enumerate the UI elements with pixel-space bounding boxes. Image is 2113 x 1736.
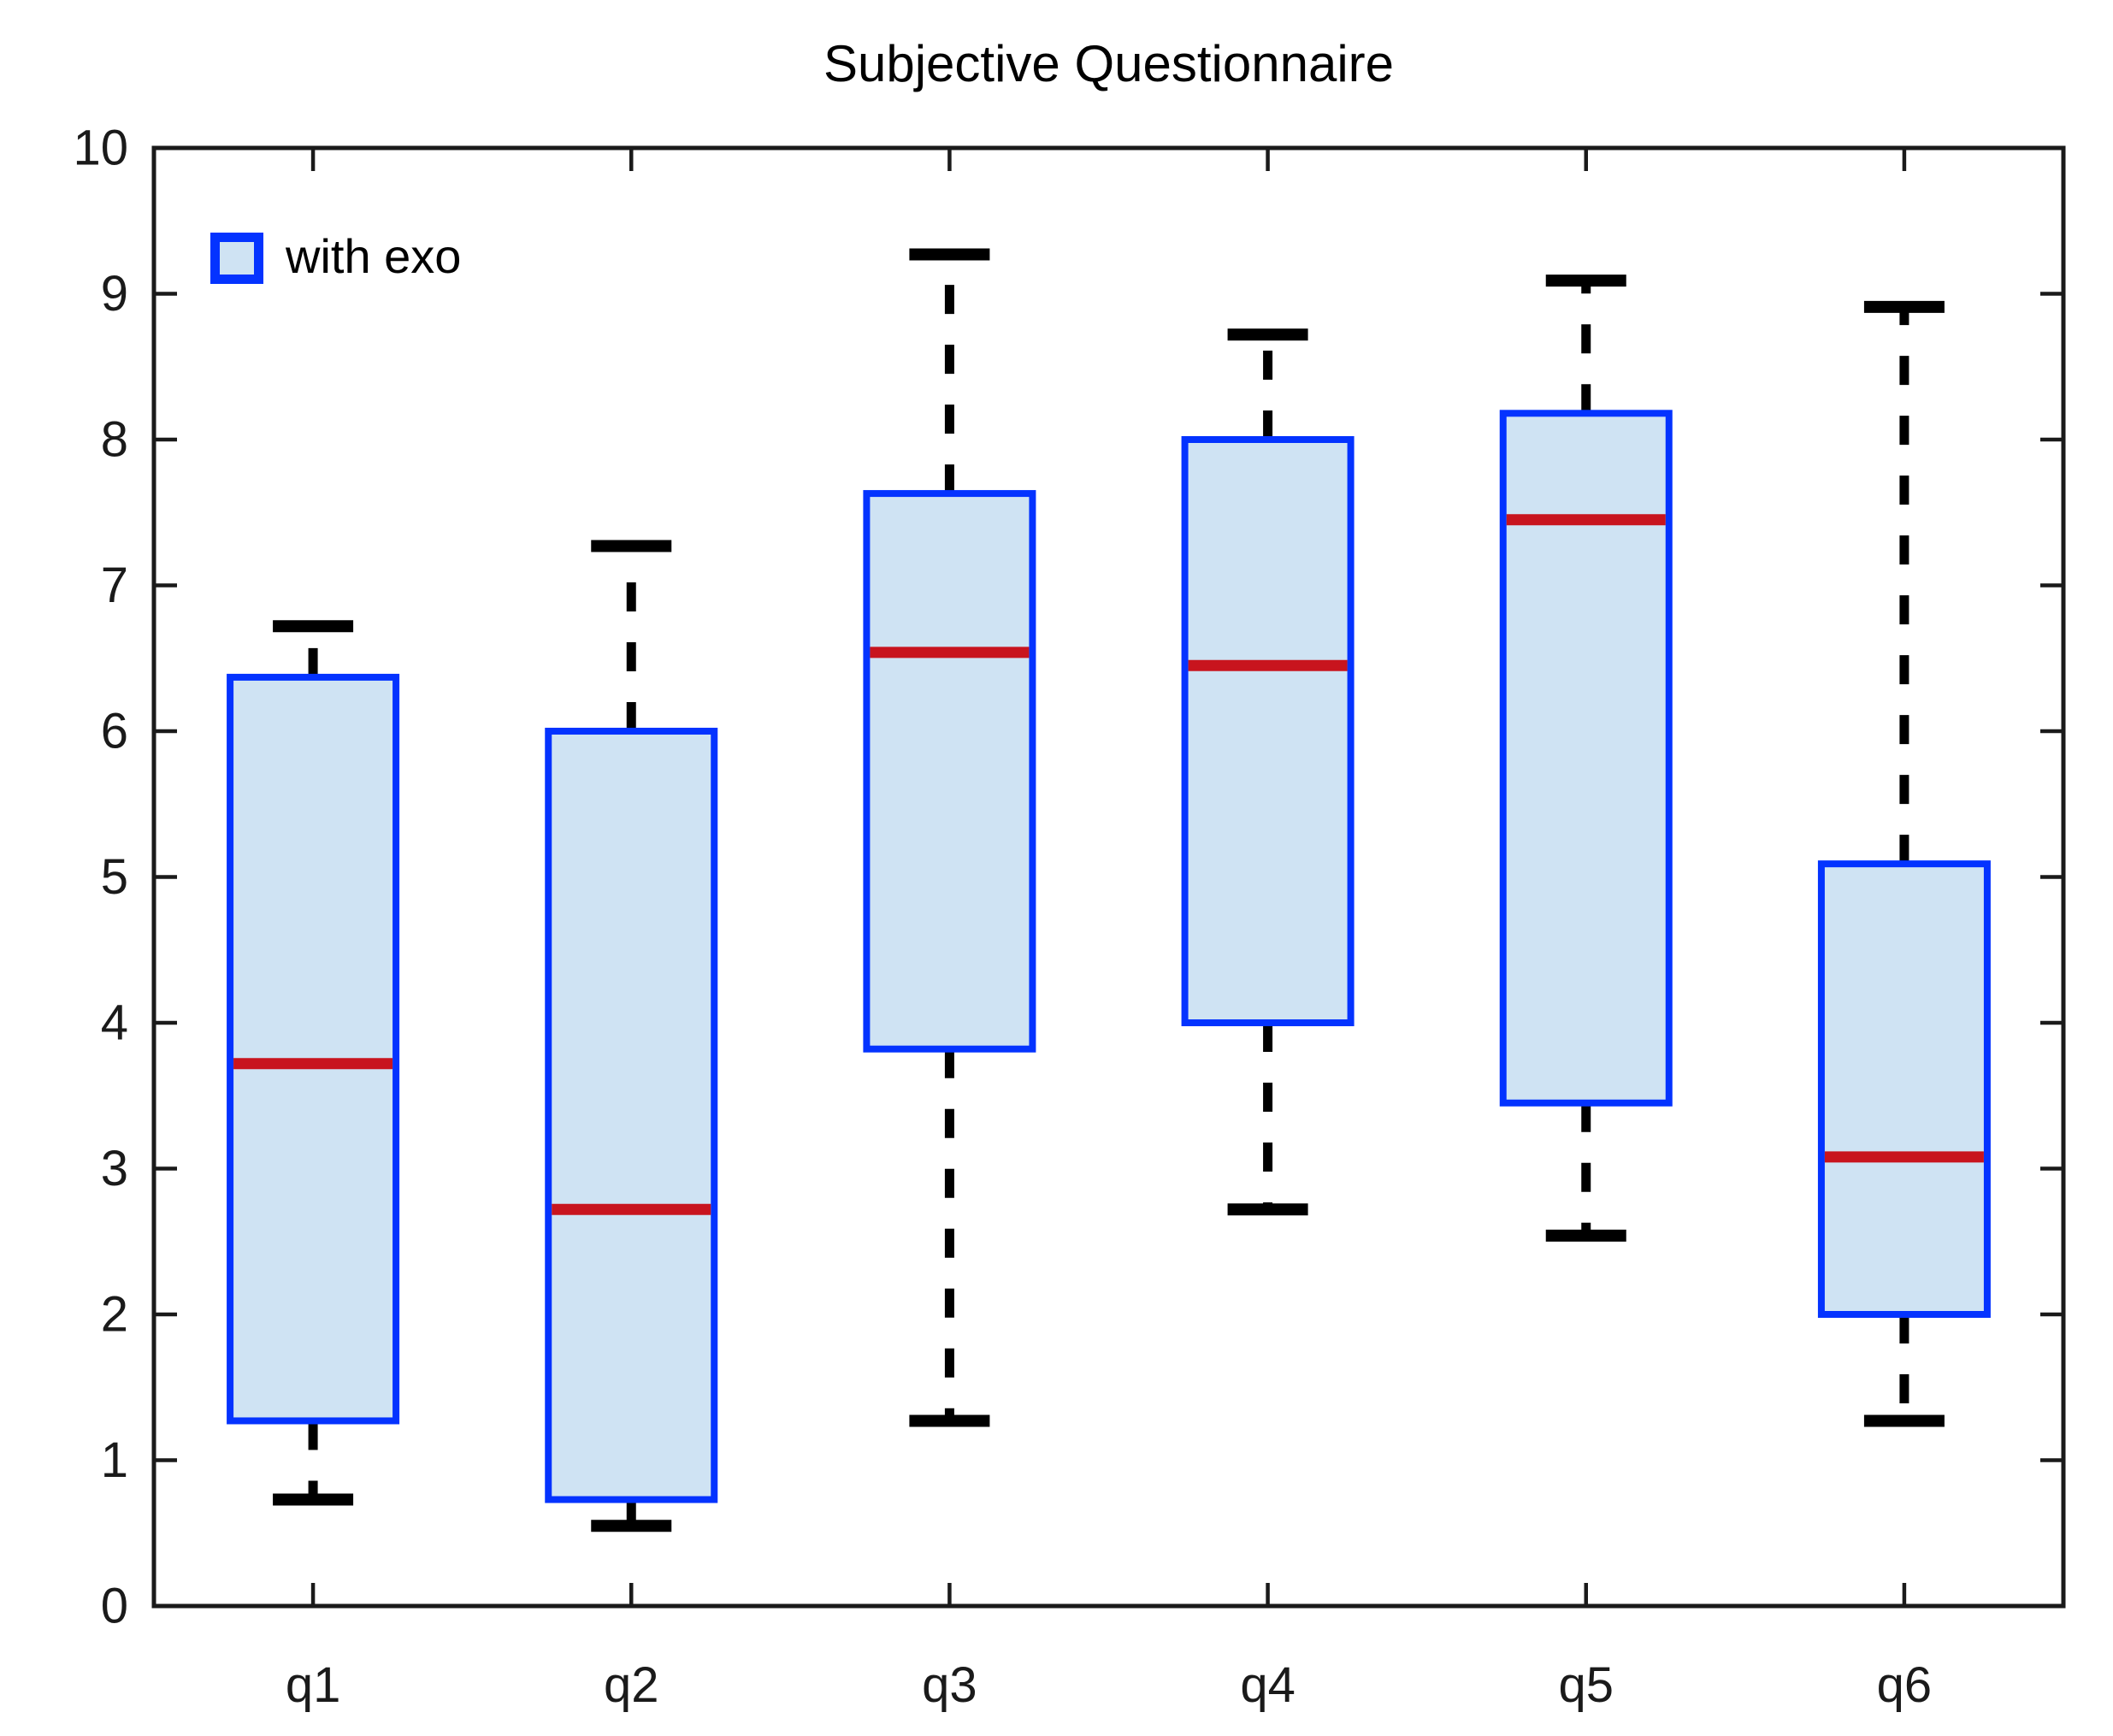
- box-q2: [545, 728, 718, 1503]
- y-tick-label-4: 4: [101, 995, 128, 1051]
- y-tick-label-2: 2: [101, 1287, 128, 1343]
- x-tick-label-q1: q1: [286, 1657, 341, 1713]
- box-q1: [227, 673, 400, 1425]
- y-tick-label-8: 8: [101, 412, 128, 468]
- x-tick-label-q2: q2: [604, 1657, 659, 1713]
- box-q4: [1181, 436, 1355, 1026]
- x-tick-label-q6: q6: [1877, 1657, 1933, 1713]
- x-tick-label-q3: q3: [922, 1657, 977, 1713]
- box-q5: [1499, 410, 1673, 1107]
- box-q3: [863, 490, 1036, 1053]
- box-q6: [1817, 860, 1991, 1318]
- legend-swatch-with-exo: [210, 233, 263, 284]
- legend: with exo: [210, 233, 461, 284]
- x-tick-label-q4: q4: [1240, 1657, 1296, 1713]
- chart-title: Subjective Questionnaire: [823, 35, 1395, 92]
- axes-frame: [151, 145, 2066, 1609]
- y-tick-label-0: 0: [101, 1579, 128, 1634]
- y-tick-label-7: 7: [101, 558, 128, 613]
- y-tick-label-10: 10: [73, 121, 128, 176]
- y-tick-label-3: 3: [101, 1141, 128, 1196]
- y-tick-label-1: 1: [101, 1432, 128, 1488]
- y-tick-label-9: 9: [101, 266, 128, 322]
- y-tick-label-6: 6: [101, 704, 128, 759]
- y-tick-label-5: 5: [101, 849, 128, 905]
- x-tick-label-q5: q5: [1558, 1657, 1614, 1713]
- legend-label: with exo: [286, 229, 462, 283]
